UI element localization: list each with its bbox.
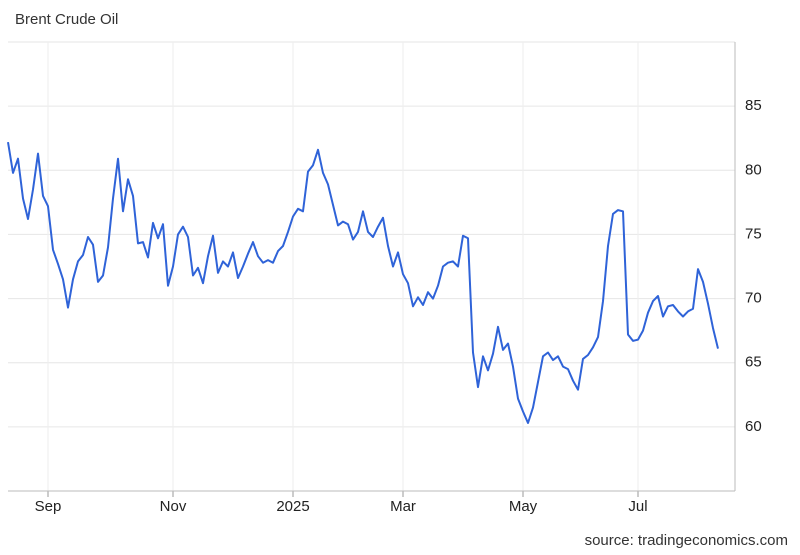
y-tick-label: 65	[745, 354, 762, 371]
y-tick-label: 85	[745, 97, 762, 114]
x-tick-label: Nov	[160, 498, 187, 515]
chart-title: Brent Crude Oil	[15, 11, 118, 28]
x-tick-label: May	[509, 498, 538, 515]
y-tick-label: 70	[745, 290, 762, 307]
price-line	[7, 141, 719, 424]
y-tick-label: 60	[745, 418, 762, 435]
source: source: tradingeconomics.com	[585, 532, 788, 549]
y-tick-label: 75	[745, 225, 762, 242]
x-tick-label: 2025	[276, 498, 309, 515]
y-tick-label: 80	[745, 161, 762, 178]
x-tick-label: Jul	[628, 498, 647, 515]
x-tick-label: Sep	[35, 498, 62, 515]
x-tick-label: Mar	[390, 498, 416, 515]
